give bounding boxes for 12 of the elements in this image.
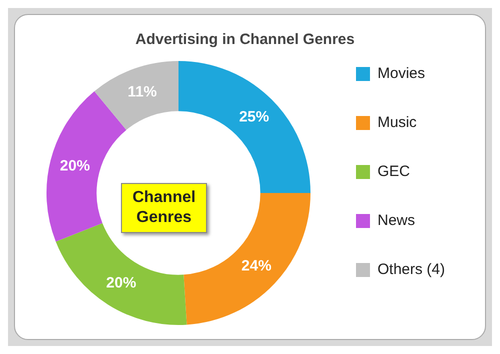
chart-title: Advertising in Channel Genres [135, 31, 355, 48]
legend-label: Others (4) [377, 261, 446, 278]
legend-label: GEC [377, 163, 410, 180]
data-label: 25% [239, 108, 270, 126]
data-label: 20% [60, 158, 90, 175]
legend-label: Movies [377, 65, 425, 82]
data-label: 11% [128, 84, 157, 101]
text: Channel Genres [121, 183, 207, 233]
data-label: 24% [241, 257, 272, 274]
data-label: 20% [106, 274, 136, 292]
legend-label: Music [377, 114, 418, 132]
legend-label: News [377, 212, 415, 230]
